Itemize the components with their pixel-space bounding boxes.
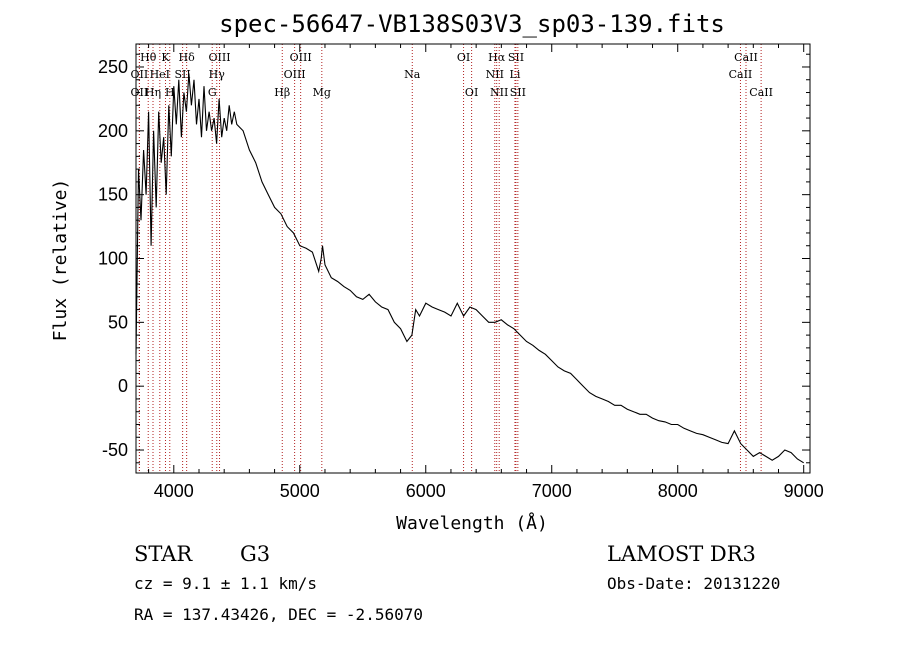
line-label: Hθ [140,51,157,64]
redshift-readout: cz = 9.1 ± 1.1 km/s [134,574,317,593]
line-label: Mg [313,86,331,99]
x-tick-label: 6000 [406,481,446,501]
object-subclass: G3 [240,542,270,566]
line-label: OIII [284,68,306,81]
line-label: CaII [749,86,773,99]
survey-name: LAMOST DR3 [607,542,756,566]
line-label: Hδ [179,51,196,64]
x-tick-label: 8000 [658,481,698,501]
x-axis-label: Wavelength (Å) [396,512,548,534]
chart-title: spec-56647-VB138S03V3_sp03-139.fits [219,10,725,38]
line-label: OIII [290,51,312,64]
obs-date: Obs-Date: 20131220 [607,574,780,593]
y-tick-label: 0 [118,376,128,396]
line-label: Hγ [209,68,226,81]
line-label: SII [508,51,524,64]
x-tick-label: 9000 [784,481,824,501]
line-label: NII [486,68,504,81]
coordinates-readout: RA = 137.43426, DEC = -2.56070 [134,605,423,624]
y-tick-label: 250 [98,57,128,77]
y-tick-label: 200 [98,121,128,141]
plot-frame [135,43,811,474]
line-label: Hη [145,86,161,99]
line-label: Hα [488,51,506,64]
line-label: OI [465,86,478,99]
line-label: OIII [208,51,230,64]
line-label: Li [510,68,521,81]
y-axis-ticks: -50 0 50 100 150 200 250 [98,53,810,464]
spectrum-series-line [135,73,804,464]
plot-area [135,73,804,464]
y-tick-label: 50 [108,312,128,332]
line-label: OI [457,51,470,64]
y-axis-label: Flux (relative) [50,179,71,342]
line-label: SII [510,86,526,99]
line-label: G [208,86,217,99]
x-tick-label: 4000 [154,481,194,501]
line-label: Na [404,68,421,81]
y-tick-label: -50 [102,440,128,460]
x-tick-label: 7000 [532,481,572,501]
line-label: Hβ [274,86,290,99]
line-label: CaII [729,68,753,81]
line-label: H [165,86,175,99]
x-axis-ticks: 4000 5000 6000 7000 8000 9000 [148,44,824,501]
line-label: CaII [734,51,758,64]
y-tick-label: 150 [98,185,128,205]
line-label: NII [490,86,508,99]
x-tick-label: 5000 [280,481,320,501]
line-label: HeI [150,68,170,81]
object-type: STAR [134,542,193,566]
line-label: SII [174,68,190,81]
line-label: K [161,51,170,64]
y-tick-label: 100 [98,249,128,269]
